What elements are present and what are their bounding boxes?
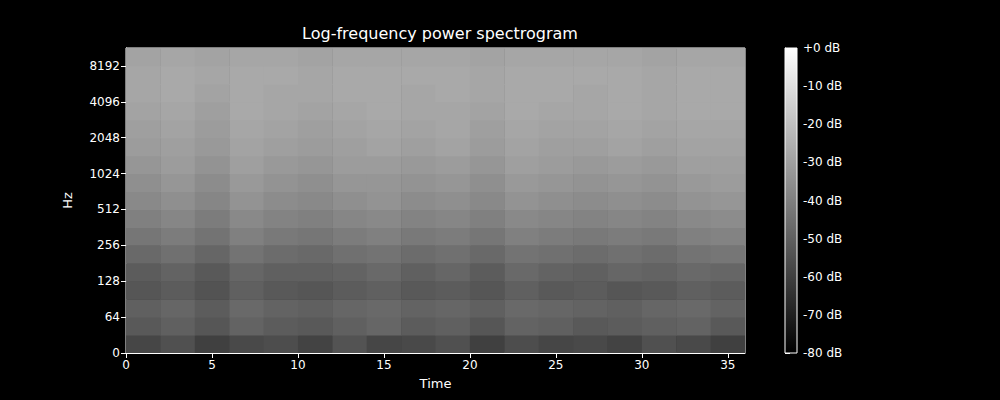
svg-text:-50 dB: -50 dB (803, 232, 842, 246)
svg-text:Hz: Hz (60, 192, 75, 209)
svg-text:2048: 2048 (89, 131, 120, 145)
svg-text:64: 64 (105, 310, 120, 324)
svg-text:-70 dB: -70 dB (803, 308, 842, 322)
svg-text:-20 dB: -20 dB (803, 117, 842, 131)
svg-text:-80 dB: -80 dB (803, 346, 842, 360)
svg-text:25: 25 (548, 358, 563, 372)
svg-text:512: 512 (97, 202, 120, 216)
svg-text:0: 0 (112, 346, 120, 360)
svg-text:Log-frequency power spectrogra: Log-frequency power spectrogram (302, 24, 578, 43)
svg-text:Time: Time (419, 376, 452, 391)
svg-text:30: 30 (634, 358, 649, 372)
svg-text:-10 dB: -10 dB (803, 79, 842, 93)
svg-text:10: 10 (290, 358, 305, 372)
svg-text:128: 128 (97, 274, 120, 288)
svg-text:8192: 8192 (89, 59, 120, 73)
svg-text:-60 dB: -60 dB (803, 270, 842, 284)
svg-text:35: 35 (720, 358, 735, 372)
svg-text:5: 5 (208, 358, 216, 372)
svg-text:20: 20 (462, 358, 477, 372)
svg-text:-30 dB: -30 dB (803, 155, 842, 169)
svg-text:-40 dB: -40 dB (803, 194, 842, 208)
svg-text:256: 256 (97, 238, 120, 252)
svg-text:+0 dB: +0 dB (803, 41, 840, 55)
svg-text:4096: 4096 (89, 95, 120, 109)
svg-text:15: 15 (376, 358, 391, 372)
svg-text:1024: 1024 (89, 167, 120, 181)
svg-text:0: 0 (122, 358, 130, 372)
